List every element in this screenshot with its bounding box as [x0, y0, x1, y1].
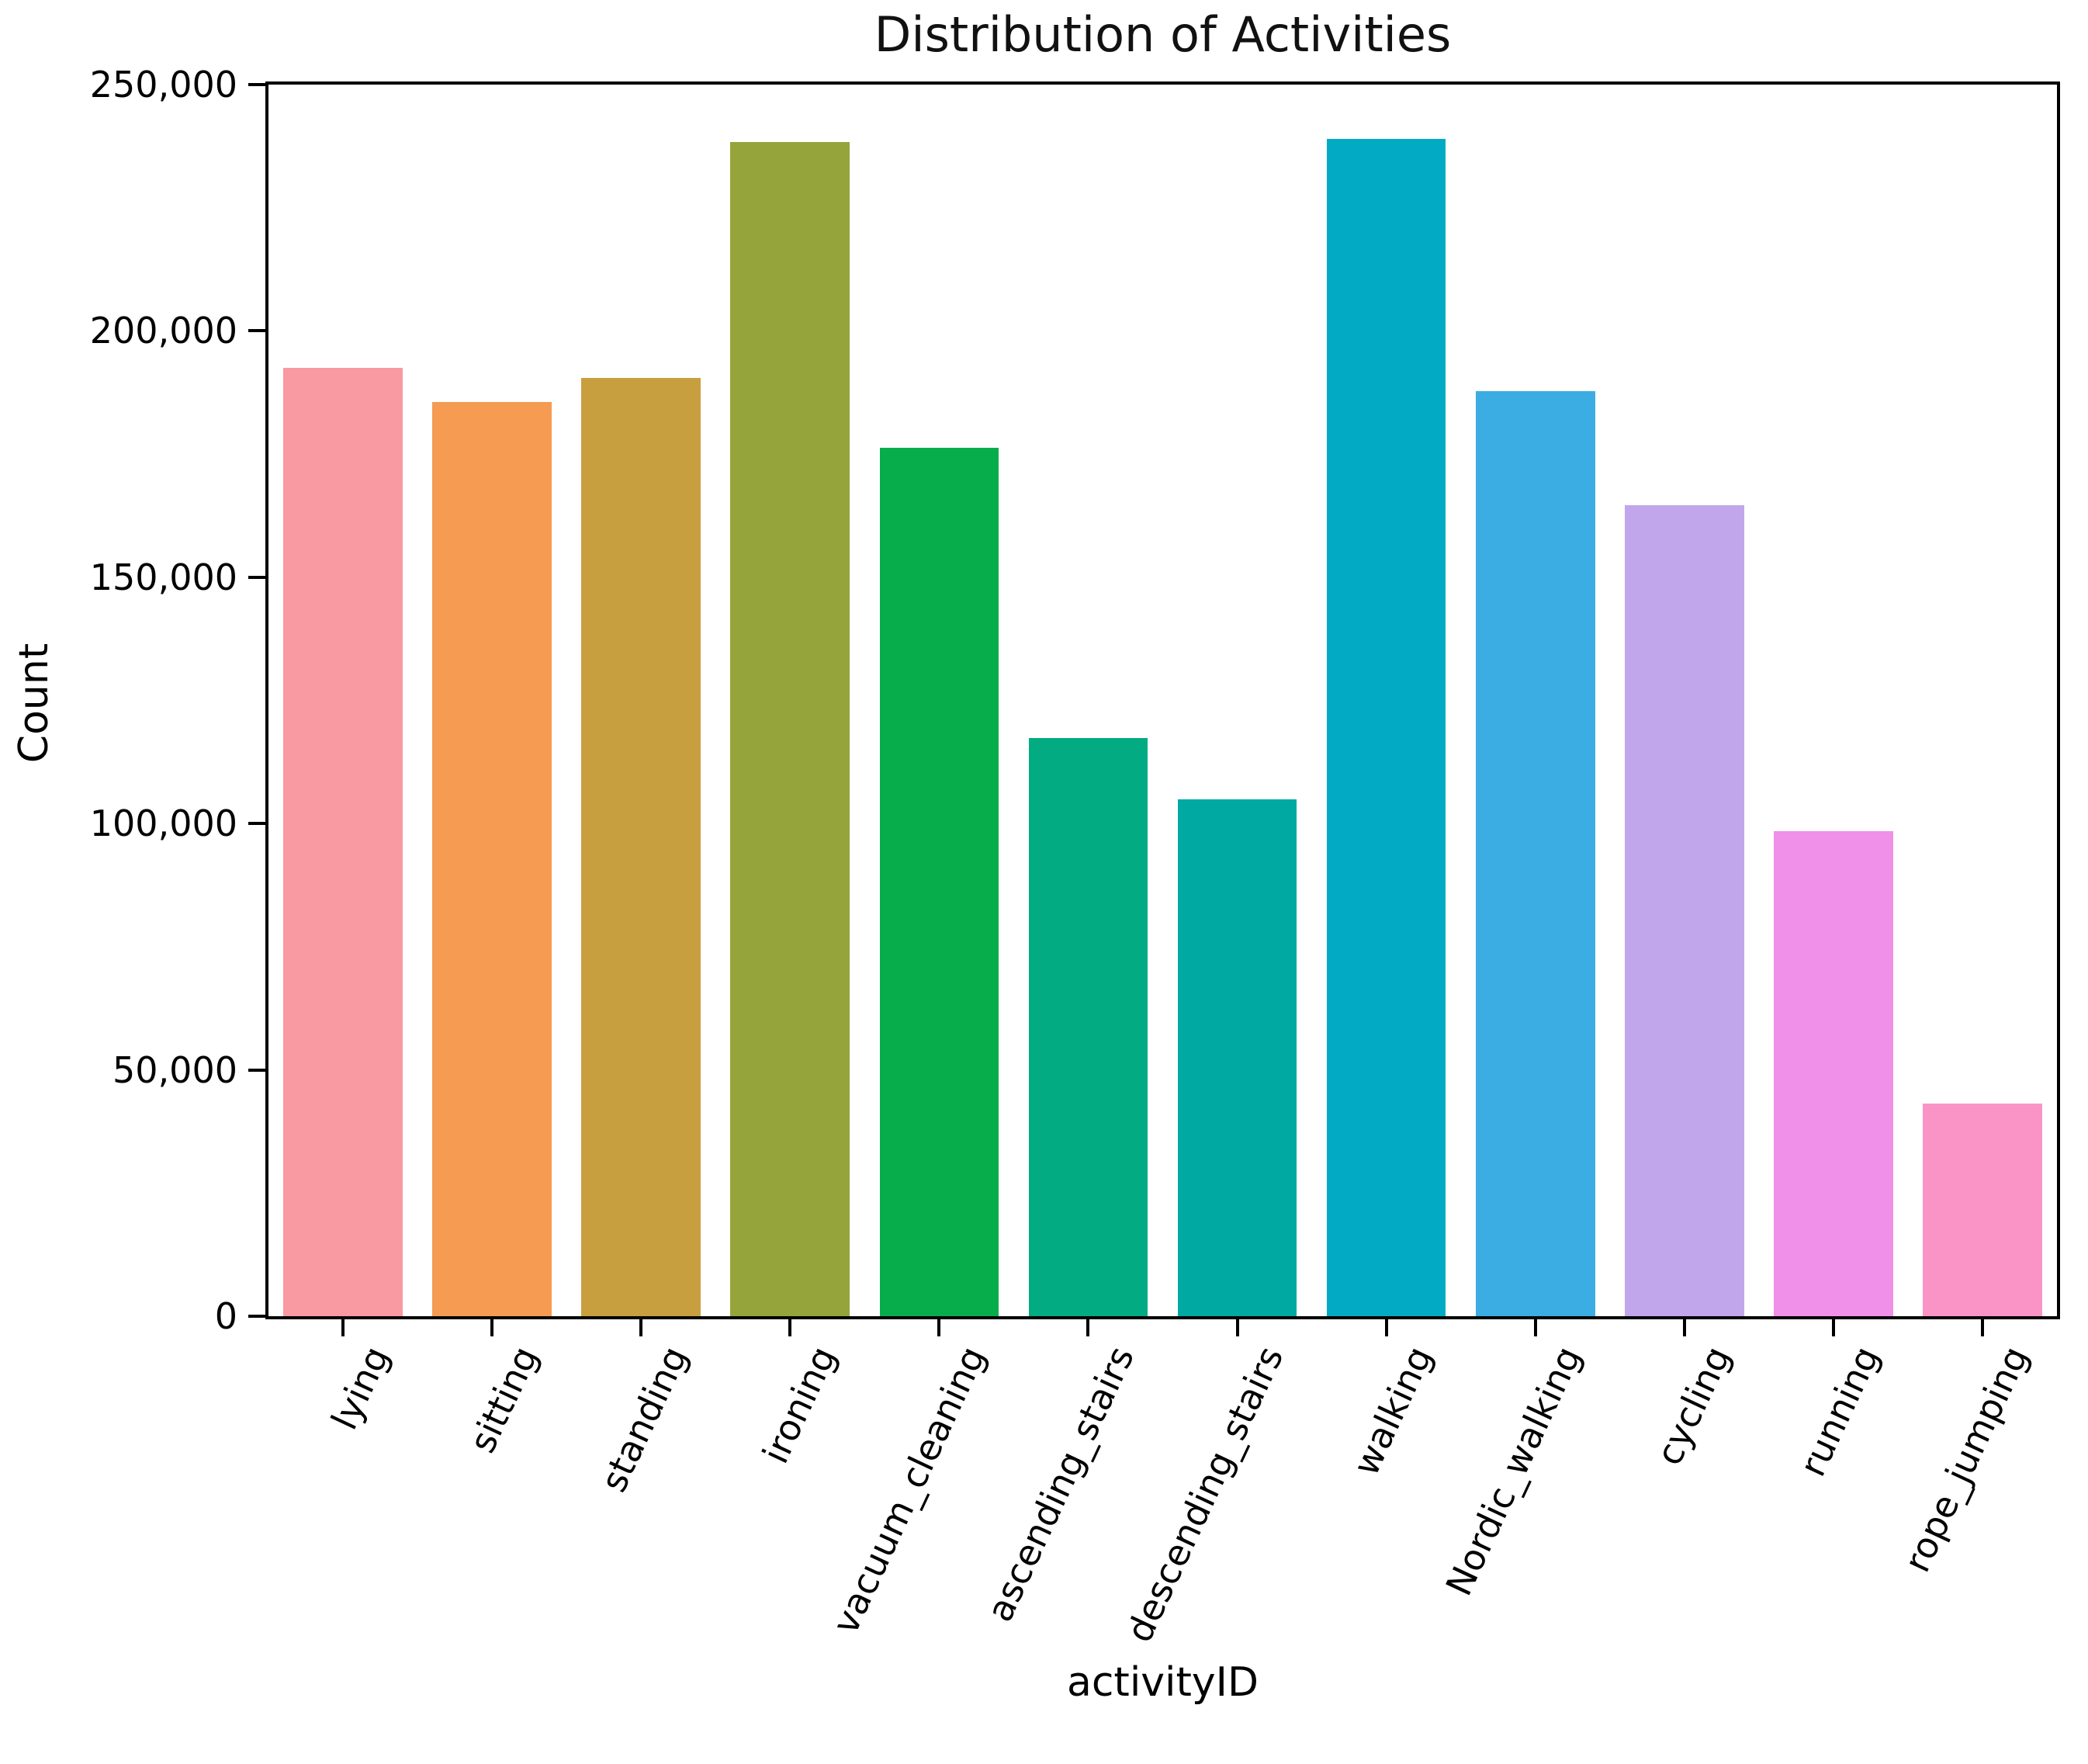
- x-tick-label-lying: lying: [323, 1339, 398, 1436]
- y-tick-label-150000: 150,000: [89, 556, 237, 598]
- x-tick-mark-ascending_stairs: [1086, 1319, 1090, 1336]
- bar-ironing: [730, 142, 850, 1316]
- y-tick-mark-200000: [248, 329, 265, 333]
- x-tick-mark-standing: [639, 1319, 643, 1336]
- x-tick-mark-cycling: [1682, 1319, 1686, 1336]
- y-axis-label: Count: [11, 643, 57, 764]
- x-tick-label-sitting: sitting: [461, 1339, 547, 1459]
- x-tick-label-standing: standing: [591, 1339, 696, 1499]
- x-tick-mark-walking: [1384, 1319, 1388, 1336]
- bar-Nordic_walking: [1475, 390, 1595, 1316]
- x-tick-label-descending_stairs: descending_stairs: [1117, 1339, 1292, 1649]
- bar-descending_stairs: [1177, 799, 1297, 1316]
- y-tick-mark-50000: [248, 1068, 265, 1072]
- bar-sitting: [432, 401, 552, 1316]
- x-tick-label-cycling: cycling: [1647, 1339, 1739, 1471]
- x-tick-label-ironing: ironing: [754, 1339, 845, 1470]
- x-tick-mark-running: [1831, 1319, 1835, 1336]
- y-tick-mark-150000: [248, 575, 265, 579]
- y-tick-label-100000: 100,000: [89, 802, 237, 845]
- bar-ascending_stairs: [1028, 737, 1148, 1316]
- y-tick-mark-250000: [248, 83, 265, 86]
- x-tick-mark-vacuum_cleaning: [937, 1319, 941, 1336]
- x-tick-mark-sitting: [490, 1319, 494, 1336]
- x-tick-mark-ironing: [788, 1319, 792, 1336]
- chart-title: Distribution of Activities: [874, 6, 1452, 63]
- y-tick-mark-100000: [248, 822, 265, 826]
- x-tick-mark-Nordic_walking: [1533, 1319, 1537, 1336]
- bar-standing: [581, 378, 701, 1316]
- y-tick-label-0: 0: [214, 1295, 237, 1337]
- x-tick-label-rope_jumping: rope_jumping: [1896, 1339, 2038, 1579]
- x-tick-label-Nordic_walking: Nordic_walking: [1438, 1339, 1590, 1603]
- x-tick-label-walking: walking: [1345, 1339, 1441, 1482]
- x-tick-mark-lying: [341, 1319, 345, 1336]
- bar-cycling: [1624, 505, 1744, 1316]
- bar-running: [1774, 831, 1893, 1316]
- x-tick-label-ascending_stairs: ascending_stairs: [978, 1339, 1143, 1628]
- bar-rope_jumping: [1923, 1104, 2042, 1316]
- bar-lying: [283, 368, 403, 1316]
- bar-vacuum_cleaning: [879, 448, 999, 1316]
- y-tick-label-200000: 200,000: [89, 310, 237, 352]
- bar-walking: [1326, 138, 1446, 1316]
- x-tick-mark-descending_stairs: [1235, 1319, 1239, 1336]
- x-tick-label-vacuum_cleaning: vacuum_cleaning: [823, 1339, 994, 1641]
- plot-area: [265, 81, 2060, 1319]
- y-tick-label-250000: 250,000: [89, 64, 237, 106]
- x-axis-label: activityID: [1066, 1659, 1259, 1706]
- y-tick-label-50000: 50,000: [113, 1048, 237, 1091]
- y-tick-mark-0: [248, 1315, 265, 1318]
- x-tick-label-running: running: [1791, 1339, 1888, 1483]
- x-tick-mark-rope_jumping: [1980, 1319, 1984, 1336]
